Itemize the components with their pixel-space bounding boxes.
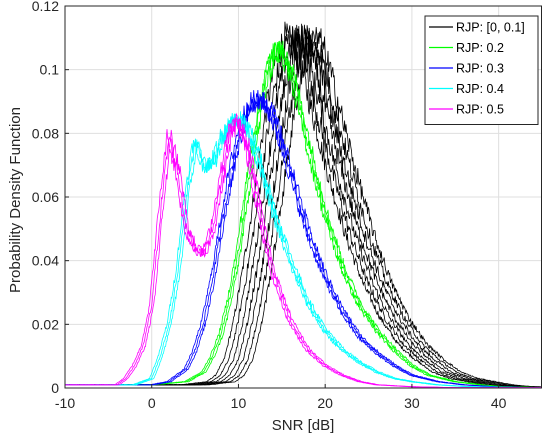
legend-label: RJP: 0.3 [456,62,504,76]
series-line [64,89,542,389]
legend-label: RJP: 0.4 [456,82,504,96]
x-axis-label: SNR [dB] [272,417,335,434]
y-tick-label: 0.04 [32,253,59,269]
legend-label: RJP: 0.2 [456,41,504,55]
x-tick-label: 20 [317,395,333,411]
series-line [65,91,542,389]
y-tick-label: 0.08 [32,125,59,141]
x-tick-label: -10 [55,395,75,411]
y-tick-label: 0 [51,380,59,396]
x-tick-label: 40 [491,395,507,411]
y-tick-label: 0.1 [40,62,60,78]
series-line [64,94,542,388]
y-axis-label: Probability Density Function [7,107,24,293]
y-tick-label: 0.12 [32,0,59,14]
series-line [64,113,542,389]
series-line [64,111,542,389]
legend-label: RJP: [0, 0.1] [456,21,525,35]
series-line [64,113,542,389]
x-tick-label: 10 [231,395,247,411]
legend-label: RJP: 0.5 [456,103,504,117]
series-line [64,112,542,389]
y-tick-label: 0.06 [32,189,59,205]
series-lines [64,21,542,389]
x-tick-label: 30 [404,395,420,411]
legend-box [424,15,539,125]
x-tick-label: 0 [148,395,156,411]
y-tick-label: 0.02 [32,316,59,332]
legend: RJP: [0, 0.1] RJP: 0.2 RJP: 0.3 RJP: 0.4 RJP… [424,15,539,125]
